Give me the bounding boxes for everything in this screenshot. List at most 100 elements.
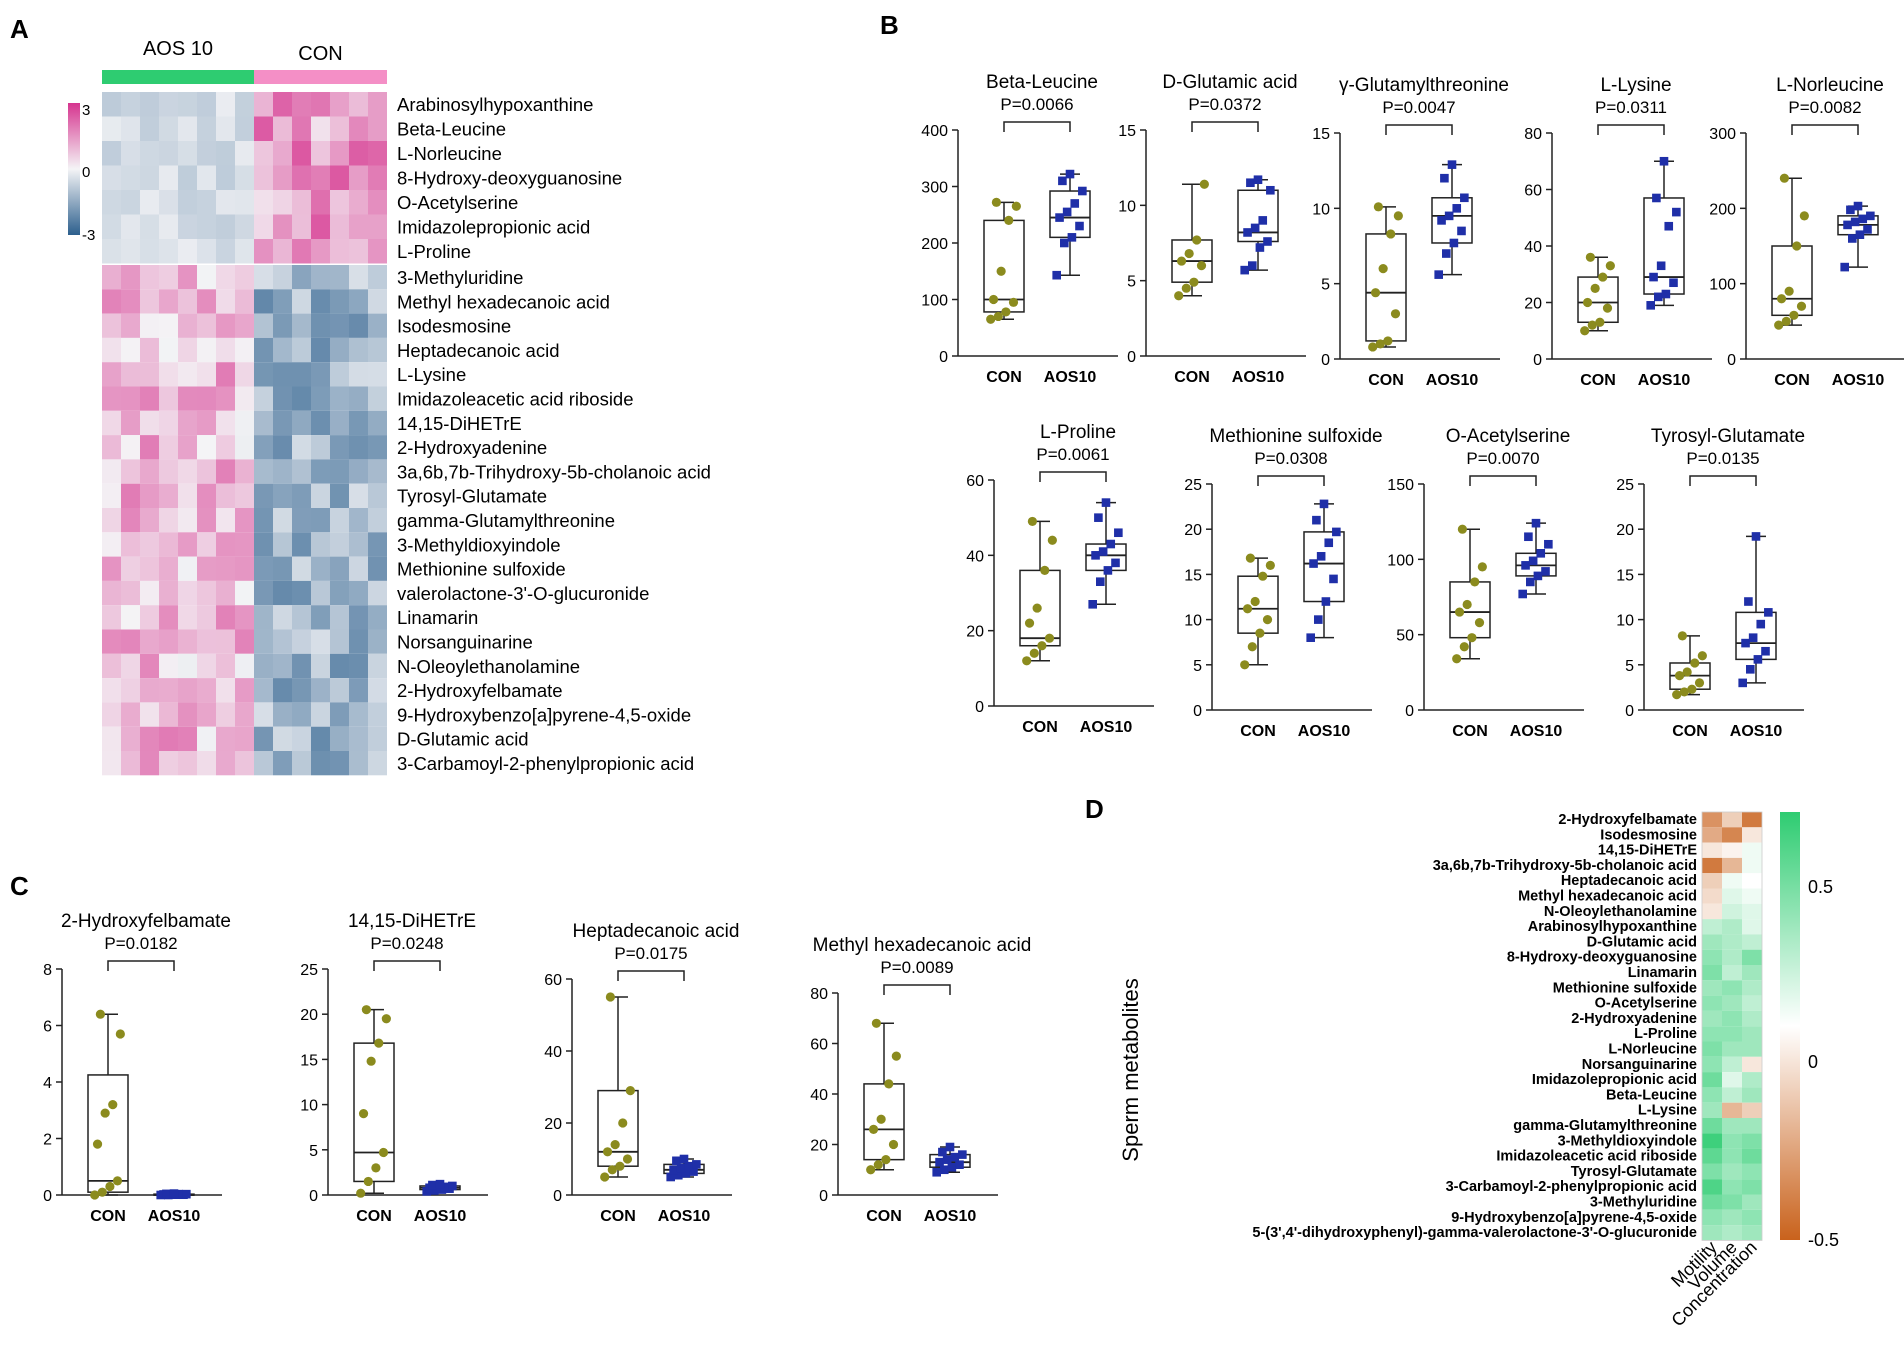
heatmap-cell (311, 508, 330, 533)
correlation-cell (1702, 965, 1722, 981)
heatmap-cell (330, 459, 349, 484)
data-point (1181, 283, 1191, 293)
heatmap-cell (140, 459, 159, 484)
box-iqr (1577, 276, 1619, 324)
heatmap-cell (121, 190, 140, 215)
heatmap-cell (159, 483, 178, 508)
data-point (1774, 320, 1784, 330)
scale-tick: 3 (82, 102, 90, 119)
heatmap-cell (311, 214, 330, 239)
heatmap-cell (254, 265, 273, 290)
heatmap-cell (330, 386, 349, 411)
data-point (1598, 272, 1608, 282)
data-point (1661, 289, 1671, 299)
y-tick-label: 20 (1184, 522, 1202, 539)
data-point (1047, 535, 1057, 545)
heatmap-cell (254, 116, 273, 141)
heatmap-cell (292, 239, 311, 264)
y-tick-label: 10 (1616, 613, 1634, 630)
heatmap-cell (216, 702, 235, 727)
correlation-row-label: 3-Methyldioxyindole (1558, 1133, 1697, 1149)
heatmap-cell (178, 508, 197, 533)
data-point (1037, 641, 1047, 651)
heatmap-cell (368, 508, 387, 533)
correlation-cell (1742, 873, 1762, 889)
correlation-cell (1702, 1056, 1722, 1073)
heatmap-cell (292, 337, 311, 363)
heatmap-row-label: 8-Hydroxy-deoxyguanosine (397, 168, 622, 189)
data-point (1106, 539, 1116, 549)
heatmap-cell (311, 435, 330, 460)
heatmap-cell (273, 556, 292, 581)
heatmap-cell (273, 459, 292, 484)
data-point (174, 1189, 184, 1199)
heatmap-cell (273, 313, 292, 338)
heatmap-cell (254, 483, 273, 508)
data-point (1467, 633, 1477, 643)
heatmap-cell (197, 214, 216, 239)
heatmap-cell (254, 556, 273, 581)
scale-tick: -3 (82, 227, 95, 244)
heatmap-cell (330, 751, 349, 776)
heatmap-cell (216, 141, 235, 166)
data-point (881, 1155, 891, 1165)
y-tick-label: 0 (553, 1188, 562, 1205)
correlation-cell (1722, 1072, 1742, 1088)
data-point (1373, 202, 1383, 212)
heatmap-cell (140, 362, 159, 387)
data-point (1245, 553, 1255, 563)
heatmap-cell (292, 190, 311, 215)
heatmap-cell (197, 483, 216, 508)
heatmap-cell (235, 313, 254, 338)
p-value-label: P=0.0089 (880, 958, 953, 977)
heatmap-row-label: Isodesmosine (397, 316, 511, 337)
heatmap-cell (368, 556, 387, 581)
heatmap-cell (140, 435, 159, 460)
heatmap-cell (121, 726, 140, 751)
heatmap-cell (254, 239, 273, 264)
heatmap-cell (311, 653, 330, 679)
y-tick-label: 150 (1387, 477, 1414, 494)
heatmap-cell (311, 459, 330, 484)
data-point (669, 1165, 678, 1175)
heatmap-cell (330, 532, 349, 557)
heatmap-cell (292, 532, 311, 557)
data-point (1784, 286, 1794, 296)
data-point (90, 1190, 100, 1200)
heatmap-cell (368, 265, 387, 290)
heatmap-cell (292, 410, 311, 436)
data-point (1196, 261, 1207, 271)
heatmap-cell (121, 702, 140, 727)
data-point (607, 1165, 617, 1175)
heatmap-cell (330, 483, 349, 508)
heatmap-cell (140, 702, 159, 727)
correlation-cell (1742, 980, 1762, 996)
correlation-cell (1722, 888, 1742, 904)
data-point (1672, 690, 1682, 700)
x-tick-label: AOS10 (658, 1208, 711, 1225)
heatmap-cell (197, 532, 216, 557)
box-plot-tyrosyl-glutamate: 0 5 10 15 20 25 Tyrosyl-Glutamate P=0.0135 CON AO… (1616, 426, 1805, 740)
y-tick-label: 0 (939, 349, 948, 366)
data-point (1078, 186, 1087, 196)
heatmap-cell (330, 239, 349, 264)
data-point (1070, 199, 1080, 208)
heatmap-cell (368, 289, 387, 314)
box-plot-2-hydroxyfelbamate: 0 2 4 6 8 2-Hydroxyfelbamate P=0.0182 CON AOS10 (43, 911, 231, 1225)
data-point (1850, 217, 1860, 227)
heatmap-cell (273, 435, 292, 460)
heatmap-cell (292, 92, 311, 117)
data-point (1582, 297, 1593, 308)
heatmap-cell (140, 410, 159, 436)
heatmap-cell (273, 289, 292, 314)
heatmap-cell (273, 702, 292, 727)
y-tick-label: 400 (921, 123, 948, 140)
heatmap-cell (292, 435, 311, 460)
x-tick-label: CON (986, 369, 1022, 386)
heatmap-cell (330, 556, 349, 581)
heatmap-cell (102, 289, 121, 314)
heatmap-cell (235, 141, 254, 166)
y-tick-label: 0 (819, 1188, 828, 1205)
data-point (1240, 265, 1249, 275)
significance-bracket (1385, 124, 1453, 135)
